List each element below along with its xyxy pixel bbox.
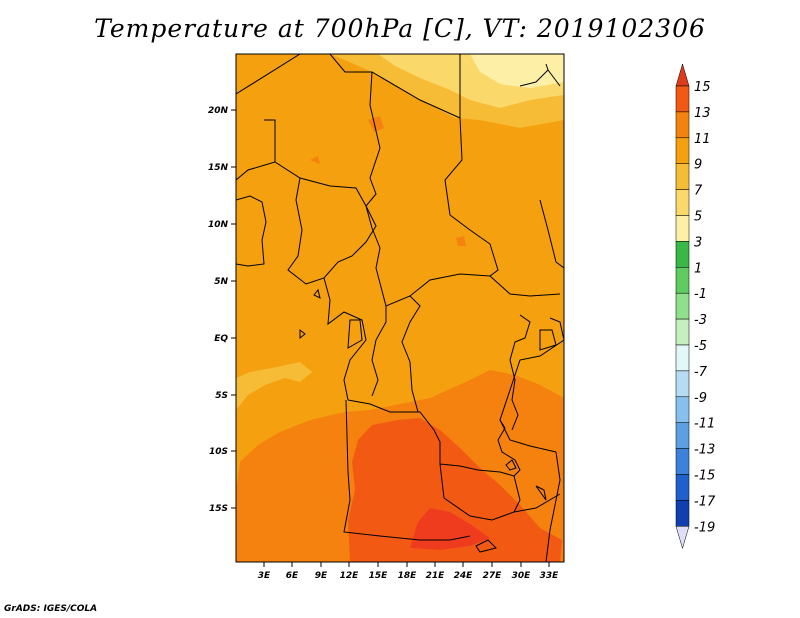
lat-tick-label: 10N (208, 220, 229, 230)
colorbar-label: 15 (694, 80, 711, 95)
colorbar-segment (675, 396, 690, 423)
lon-tick-label: 24E (454, 571, 474, 581)
colorbar-segment (675, 370, 690, 398)
lat-axis: 20N 15N 10N 5N EQ 5S 10S 15S (208, 106, 236, 514)
colorbar-label: 9 (694, 158, 702, 173)
colorbar-label: -1 (694, 287, 707, 302)
temperature-field (236, 54, 564, 562)
colorbar-segment (675, 318, 690, 346)
credit-label: GrADS: IGES/COLA (4, 604, 98, 614)
colorbar-segment (675, 344, 690, 372)
colorbar: 15 13 11 9 7 5 3 1 -1 -3 -5 -7 -9 -11 -13 -15 -17 -19 (675, 63, 716, 550)
colorbar-label: 11 (694, 132, 711, 147)
colorbar-segment (675, 292, 690, 320)
lon-axis: 3E 6E 9E 12E 15E 18E 21E 24E 27E 30E 33E (258, 562, 559, 581)
lat-tick-label: 5S (215, 391, 228, 401)
field-south-hot (348, 418, 562, 562)
lon-tick-label: 9E (315, 571, 328, 581)
field-north-coolest (470, 54, 564, 88)
colorbar-bottom-arrow (675, 526, 690, 550)
colorbar-label: -19 (694, 520, 715, 535)
colorbar-segment (675, 422, 690, 449)
lon-tick-label: 12E (340, 571, 360, 581)
lat-tick-label: 20N (208, 106, 229, 116)
colorbar-label: 5 (694, 210, 702, 225)
colorbar-top-arrow (675, 63, 690, 87)
lat-tick-label: 10S (209, 447, 228, 457)
colorbar-label: -7 (694, 365, 708, 380)
colorbar-label: 13 (694, 106, 711, 121)
colorbar-segment (675, 474, 690, 501)
lon-tick-label: 15E (369, 571, 389, 581)
lon-tick-label: 30E (512, 571, 532, 581)
chart-title: Temperature at 700hPa [C], VT: 201910230… (94, 14, 706, 43)
country-borders (236, 54, 564, 562)
field-west-cool-patch (236, 362, 312, 410)
map-frame (235, 53, 565, 563)
lon-tick-label: 3E (258, 571, 271, 581)
lat-tick-label: 15S (209, 504, 228, 514)
colorbar-label: -17 (694, 494, 716, 509)
colorbar-label: -15 (694, 469, 715, 484)
colorbar-label: 3 (694, 235, 702, 250)
lon-tick-label: 21E (426, 571, 446, 581)
colorbar-segment (675, 215, 690, 242)
colorbar-label: -11 (694, 417, 715, 432)
colorbar-label: 1 (694, 261, 702, 276)
lat-tick-label: 15N (208, 163, 229, 173)
colorbar-segment (675, 137, 690, 164)
lon-tick-label: 18E (398, 571, 418, 581)
colorbar-label: -5 (694, 339, 707, 354)
colorbar-segment (675, 267, 690, 294)
lat-tick-label: 5N (214, 277, 228, 287)
lat-tick-label: EQ (214, 334, 228, 344)
colorbar-segment (675, 85, 690, 113)
colorbar-label: -13 (694, 443, 715, 458)
lon-tick-label: 33E (540, 571, 560, 581)
colorbar-segment (675, 500, 690, 527)
colorbar-label: 7 (694, 184, 703, 199)
colorbar-label: -3 (694, 313, 707, 328)
colorbar-segment (675, 111, 690, 139)
lon-tick-label: 6E (286, 571, 299, 581)
colorbar-label: -9 (694, 391, 707, 406)
lon-tick-label: 27E (483, 571, 503, 581)
colorbar-segment (675, 163, 690, 190)
colorbar-segment (675, 241, 690, 268)
colorbar-segment (675, 189, 690, 216)
colorbar-segment (675, 448, 690, 475)
